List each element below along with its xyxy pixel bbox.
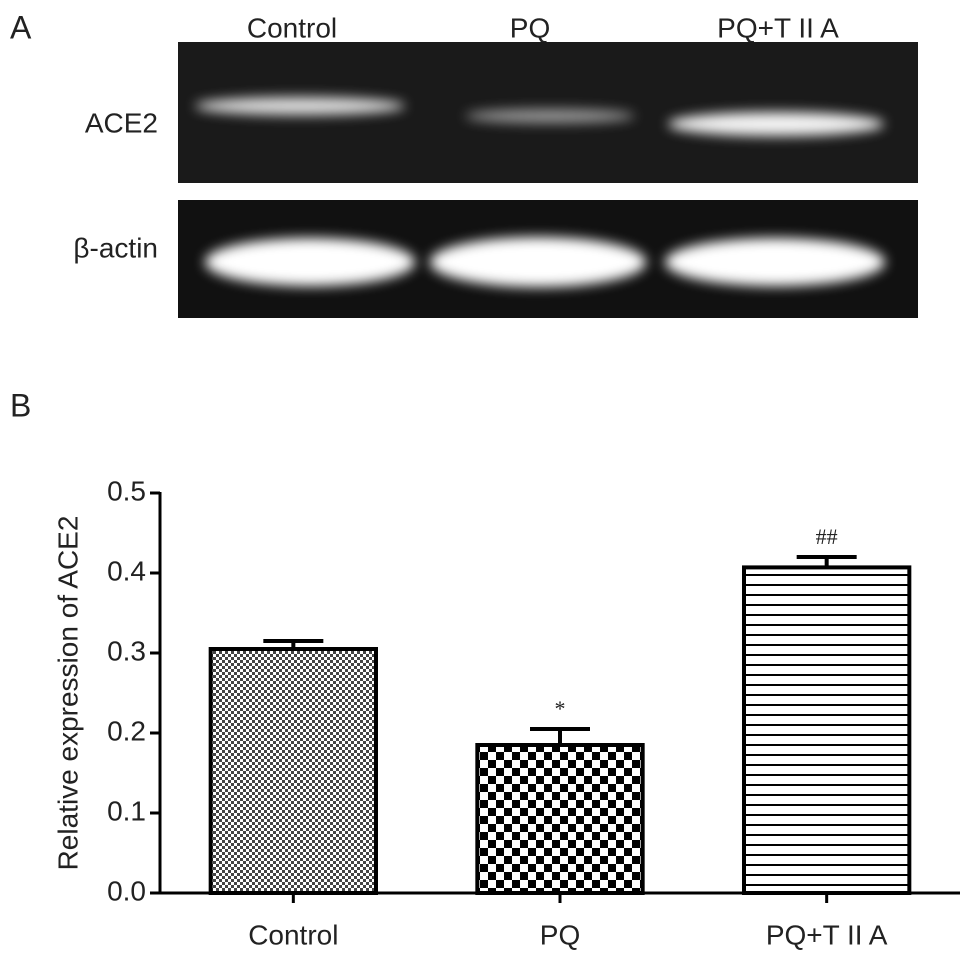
y-tick-label: 0.5 [107,475,146,506]
y-tick-label: 0.3 [107,635,146,666]
panel-label: A [10,9,32,45]
y-tick-label: 0.0 [107,875,146,906]
significance-label: * [555,696,566,721]
bar [475,743,645,895]
lane-label: PQ+T II A [717,12,839,43]
lane-label: PQ [510,12,550,43]
y-axis-label: Relative expression of ACE2 [52,516,83,871]
error-bar [530,727,590,745]
x-tick-label: PQ+T II A [766,919,888,950]
bar [208,647,378,895]
bar [742,565,912,896]
error-bar [796,555,857,568]
y-tick-label: 0.4 [107,555,146,586]
panel-label: B [10,387,31,423]
blot [178,42,918,318]
y-tick-label: 0.1 [107,795,146,826]
error-bar [263,639,324,649]
lane-label: Control [247,12,337,43]
row-label: β-actin [73,232,158,263]
y-tick-label: 0.2 [107,715,146,746]
row-label: ACE2 [85,107,158,138]
x-tick-label: Control [248,919,338,950]
x-tick-label: PQ [540,919,580,950]
significance-label: ## [816,524,838,549]
